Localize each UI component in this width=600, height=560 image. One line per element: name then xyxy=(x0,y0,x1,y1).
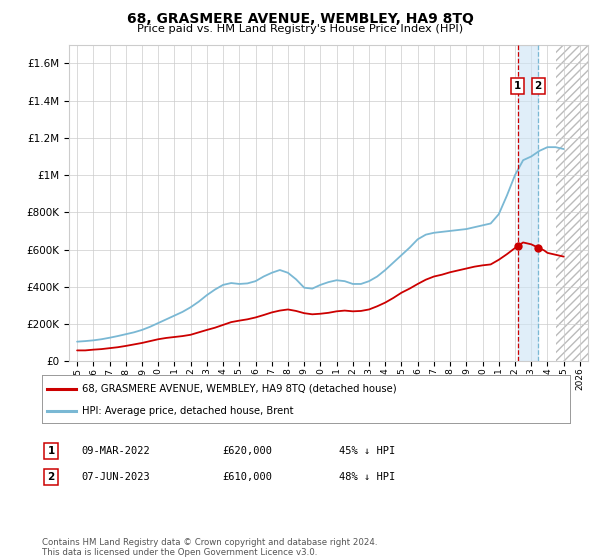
Text: Contains HM Land Registry data © Crown copyright and database right 2024.
This d: Contains HM Land Registry data © Crown c… xyxy=(42,538,377,557)
Text: 68, GRASMERE AVENUE, WEMBLEY, HA9 8TQ: 68, GRASMERE AVENUE, WEMBLEY, HA9 8TQ xyxy=(127,12,473,26)
Bar xyxy=(556,45,593,361)
Text: 2: 2 xyxy=(535,81,542,91)
Text: £620,000: £620,000 xyxy=(222,446,272,456)
Text: 07-JUN-2023: 07-JUN-2023 xyxy=(81,472,150,482)
Text: £610,000: £610,000 xyxy=(222,472,272,482)
Text: Price paid vs. HM Land Registry's House Price Index (HPI): Price paid vs. HM Land Registry's House … xyxy=(137,24,463,34)
Text: 48% ↓ HPI: 48% ↓ HPI xyxy=(339,472,395,482)
Bar xyxy=(518,45,538,361)
Text: 2: 2 xyxy=(47,472,55,482)
Text: 09-MAR-2022: 09-MAR-2022 xyxy=(81,446,150,456)
Text: 1: 1 xyxy=(514,81,521,91)
Text: HPI: Average price, detached house, Brent: HPI: Average price, detached house, Bren… xyxy=(82,406,293,416)
Text: 1: 1 xyxy=(47,446,55,456)
Text: 45% ↓ HPI: 45% ↓ HPI xyxy=(339,446,395,456)
Text: 68, GRASMERE AVENUE, WEMBLEY, HA9 8TQ (detached house): 68, GRASMERE AVENUE, WEMBLEY, HA9 8TQ (d… xyxy=(82,384,396,394)
